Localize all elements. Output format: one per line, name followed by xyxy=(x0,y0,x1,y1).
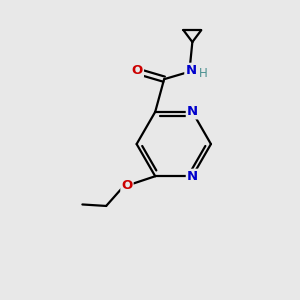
Text: N: N xyxy=(185,64,197,77)
Text: O: O xyxy=(132,64,143,77)
Text: N: N xyxy=(187,170,198,183)
Text: O: O xyxy=(121,178,133,192)
Text: H: H xyxy=(198,67,207,80)
Text: N: N xyxy=(187,105,198,119)
